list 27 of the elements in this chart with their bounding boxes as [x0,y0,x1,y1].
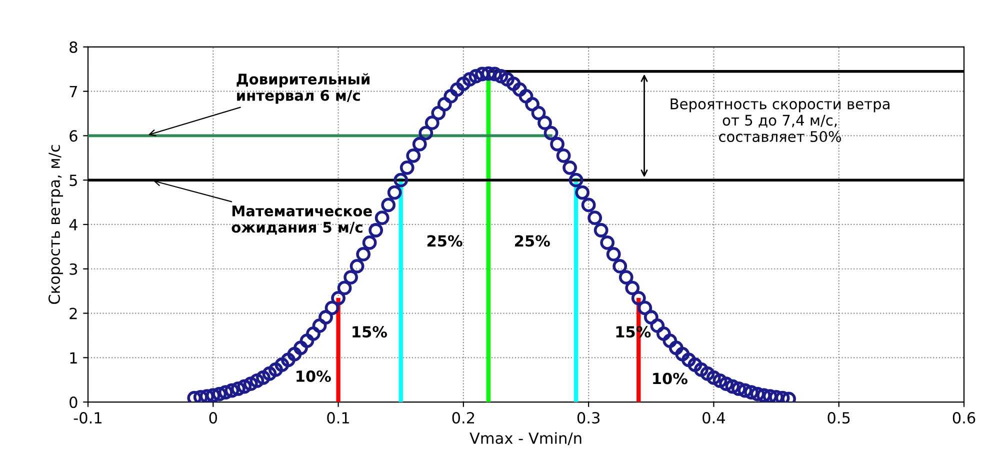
x-tick-label: -0.1 [74,412,102,424]
y-tick-label: 7 [70,86,77,98]
annotation: Довирительный интервал 6 м/с [236,73,370,104]
y-tick-label: 5 [70,174,77,186]
x-tick-label: 0 [209,412,217,424]
annotation: 15% [352,326,387,338]
annotation: 25% [427,235,462,247]
annotation: 10% [653,372,688,384]
annotation: 10% [296,370,331,382]
x-tick-label: 0.2 [452,412,474,424]
y-tick-label: 2 [70,308,77,320]
x-tick-label: 0.5 [828,412,850,424]
x-axis-title: Vmax - Vmin/n [470,432,582,446]
y-tick-label: 3 [70,263,78,275]
y-tick-label: 6 [70,130,78,142]
y-tick-label: 1 [70,352,77,364]
x-tick-label: 0.4 [702,412,726,424]
annotation: Математическое ожидания 5 м/с [232,206,372,235]
annotation: Вероятность скорости ветра от 5 до 7,4 м/с, составляет 50% [670,98,890,142]
annotation: 25% [515,235,550,247]
x-tick-label: 0.6 [952,412,976,424]
y-tick-label: 4 [69,219,78,230]
y-tick-label: 8 [70,41,78,53]
x-tick-label: 0.1 [327,412,350,424]
y-tick-label: 0 [70,396,78,408]
x-tick-label: 0.3 [577,412,600,424]
y-axis-title: Скорость ветра, м/с [48,145,63,304]
